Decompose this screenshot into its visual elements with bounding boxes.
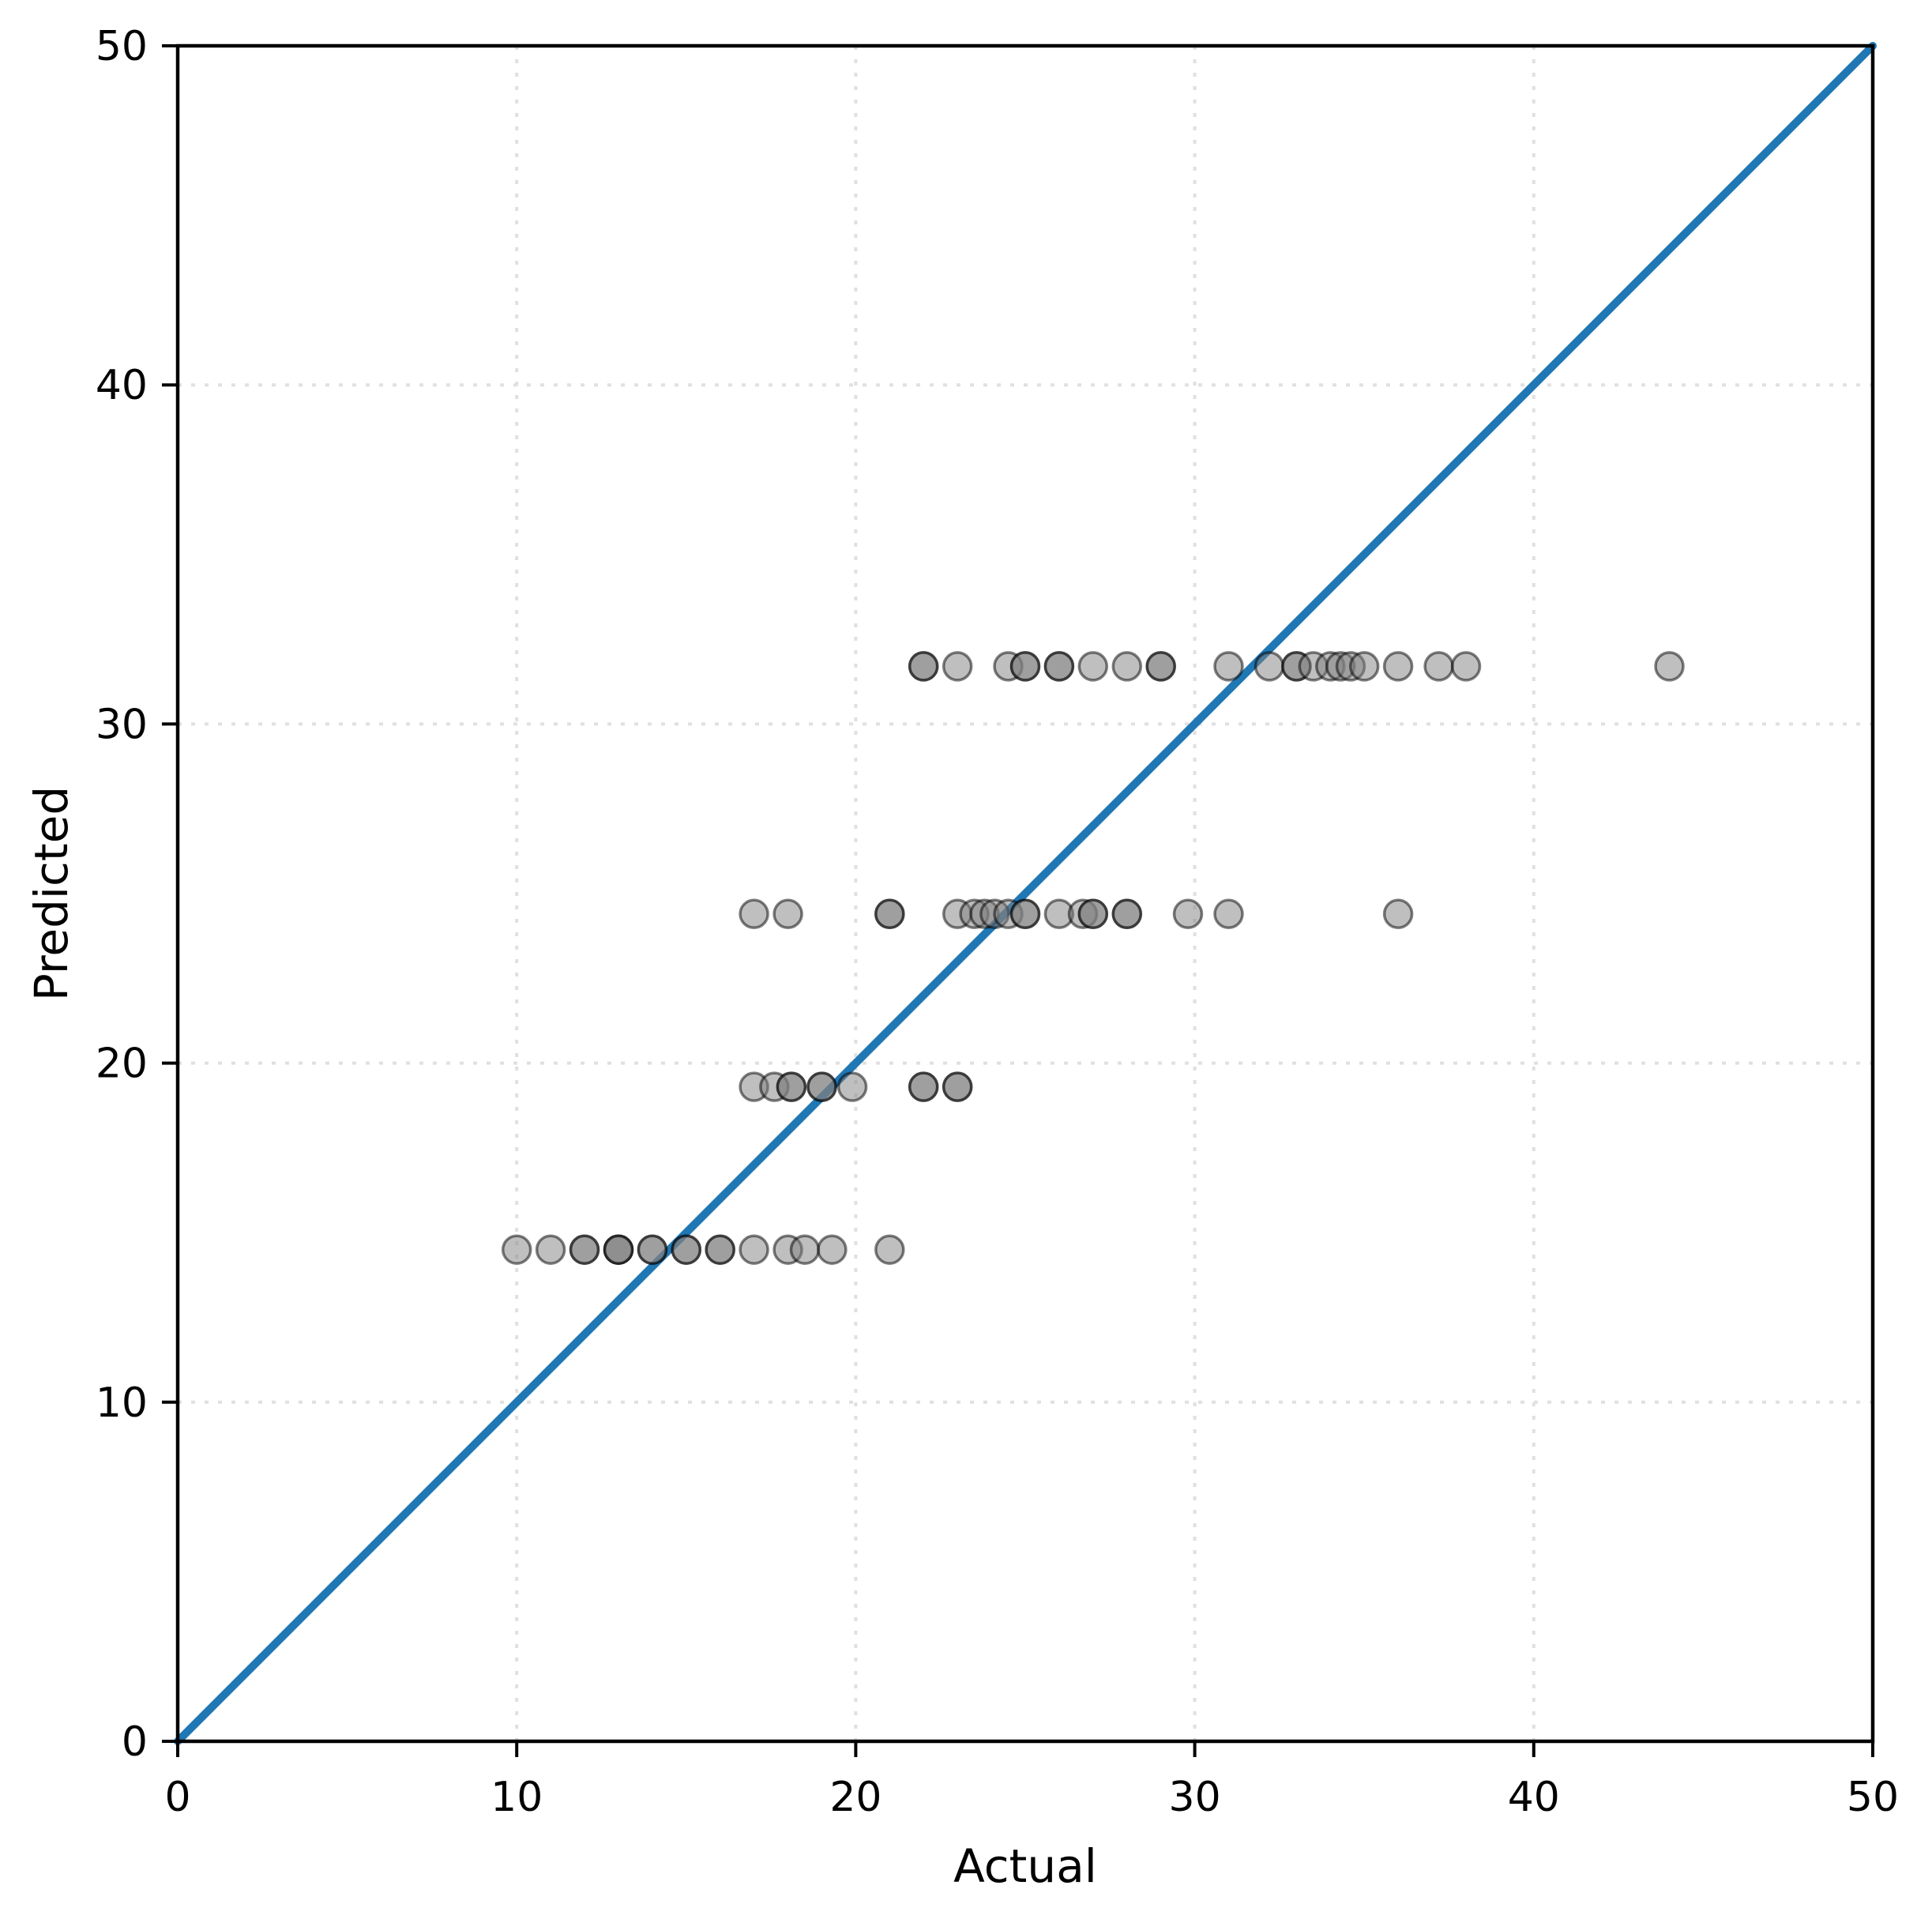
data-point (1254, 651, 1285, 682)
y-tick-label: 0 (122, 1718, 148, 1766)
x-tick-label: 0 (164, 1774, 190, 1821)
data-point (739, 1234, 769, 1265)
data-point (908, 1071, 939, 1102)
data-point (776, 1071, 807, 1102)
data-point (874, 898, 905, 930)
y-axis-label: Predicted (24, 786, 78, 1001)
x-tick-label: 40 (1508, 1774, 1560, 1821)
data-point (637, 1234, 668, 1265)
x-axis-label: Actual (953, 1839, 1097, 1893)
x-tick-label: 30 (1169, 1774, 1221, 1821)
x-tick-label: 50 (1847, 1774, 1899, 1821)
data-point (569, 1234, 600, 1265)
y-tick-label: 30 (96, 701, 148, 748)
data-point (874, 1234, 905, 1265)
data-point (1382, 651, 1414, 682)
data-point (1654, 651, 1685, 682)
data-point (671, 1234, 702, 1265)
data-point (908, 651, 939, 682)
data-point (789, 1234, 821, 1265)
y-tick-label: 10 (96, 1379, 148, 1427)
data-point (739, 898, 769, 930)
y-tick-label: 20 (96, 1041, 148, 1088)
y-tick-label: 50 (96, 23, 148, 70)
x-tick-label: 20 (829, 1774, 881, 1821)
data-point (501, 1234, 532, 1265)
data-point (1382, 898, 1414, 930)
y-tick-label: 40 (96, 362, 148, 409)
data-point (603, 1234, 634, 1265)
data-point (1450, 651, 1482, 682)
data-point (1111, 651, 1143, 682)
data-point (942, 1071, 973, 1102)
x-axis: 0 10 20 30 40 50 (164, 1741, 1899, 1821)
data-point (705, 1234, 735, 1265)
data-point (942, 651, 973, 682)
data-point (535, 1234, 566, 1265)
data-point (836, 1071, 868, 1102)
identity-line-layer (174, 42, 1877, 1745)
data-point (1213, 898, 1244, 930)
identity-line (174, 42, 1877, 1745)
data-point (817, 1234, 848, 1265)
axes-spines (175, 43, 1875, 1744)
data-point (1423, 651, 1454, 682)
data-point (1043, 651, 1075, 682)
data-point (1009, 898, 1041, 930)
data-point (1077, 651, 1109, 682)
plot-border (175, 43, 1875, 1744)
data-point (1111, 898, 1143, 930)
data-point (1009, 651, 1041, 682)
data-point (1145, 651, 1176, 682)
grid-layer (178, 46, 1873, 1741)
y-axis: 0 10 20 30 40 50 (96, 23, 178, 1766)
data-point (1077, 898, 1109, 930)
x-tick-label: 10 (491, 1774, 543, 1821)
data-point (1172, 898, 1204, 930)
data-point (1213, 651, 1244, 682)
data-point (772, 898, 803, 930)
scatter-layer (501, 651, 1685, 1265)
data-point (1348, 651, 1380, 682)
data-point (806, 1071, 837, 1102)
